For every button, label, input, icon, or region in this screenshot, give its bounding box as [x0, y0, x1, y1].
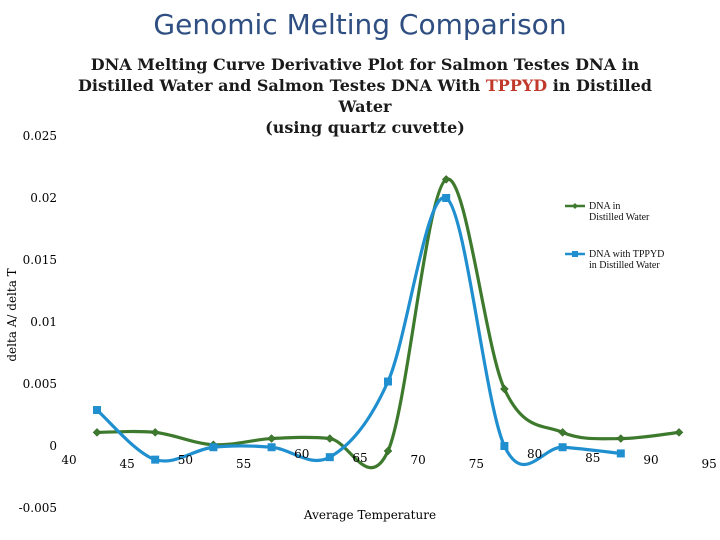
y-tick-label: 0.015 [23, 253, 57, 267]
x-tick-label: 55 [236, 457, 251, 471]
data-point [558, 443, 567, 452]
data-point [209, 443, 218, 452]
data-point [150, 428, 160, 437]
y-tick-labels: 0.025 0.02 0.015 0.01 0.005 0 -0.005 [19, 129, 57, 515]
data-point [441, 175, 451, 184]
x-tick-label: 80 [527, 447, 542, 461]
chart-title-part: DNA Melting Curve Derivative Plot for Sa… [78, 55, 640, 95]
legend-marker [572, 251, 578, 257]
data-point [92, 428, 102, 437]
data-point [500, 442, 509, 450]
slide-title: Genomic Melting Comparison [153, 8, 567, 41]
chart-title-highlight: TPPYD [485, 76, 548, 95]
y-tick-label: 0.02 [30, 191, 57, 205]
data-point [442, 194, 451, 202]
data-point [325, 453, 334, 462]
x-tick-label: 60 [294, 447, 309, 461]
data-point [267, 434, 276, 443]
legend-marker [572, 203, 578, 209]
chart-title-part: in Distilled Water [338, 76, 652, 116]
data-point [616, 449, 625, 458]
data-point [384, 377, 392, 386]
y-axis-label: delta A/ delta T [5, 268, 19, 361]
x-tick-label: 95 [702, 457, 717, 471]
data-point [616, 434, 626, 443]
x-tick-label: 40 [61, 453, 76, 467]
x-tick-label: 65 [352, 451, 367, 465]
legend: DNA in Distilled Water DNA with TPPYD in Di… [565, 201, 664, 271]
y-tick-label: 0 [49, 439, 57, 453]
chart-subtitle: (using quartz cuvette) [265, 118, 465, 137]
data-point [267, 443, 276, 452]
y-tick-label: 0.005 [23, 377, 57, 391]
chart-title: DNA Melting Curve Derivative Plot for Sa… [60, 54, 670, 138]
data-point [325, 434, 335, 443]
data-point [674, 428, 684, 437]
series-line-2 [95, 196, 621, 467]
legend-label: DNA in Distilled Water [589, 201, 650, 223]
y-tick-label: 0.01 [30, 315, 57, 329]
series-markers [92, 175, 684, 464]
x-tick-label: 75 [469, 457, 484, 471]
y-tick-label: -0.005 [19, 501, 57, 515]
data-point [558, 428, 567, 437]
x-tick-label: 50 [178, 453, 193, 467]
x-axis-label: Average Temperature [303, 508, 436, 522]
data-point [93, 406, 101, 415]
x-tick-labels: 40 45 50 55 60 65 70 75 80 85 90 95 [61, 447, 716, 471]
data-point [500, 384, 509, 394]
x-tick-label: 85 [585, 451, 600, 465]
y-tick-label: 0.025 [23, 129, 57, 143]
data-point [383, 446, 393, 456]
x-tick-label: 45 [120, 457, 135, 471]
data-point [151, 455, 160, 464]
x-tick-label: 90 [643, 453, 658, 467]
legend-label: DNA with TPPYD in Distilled Water [589, 249, 664, 271]
x-tick-label: 70 [411, 453, 426, 467]
